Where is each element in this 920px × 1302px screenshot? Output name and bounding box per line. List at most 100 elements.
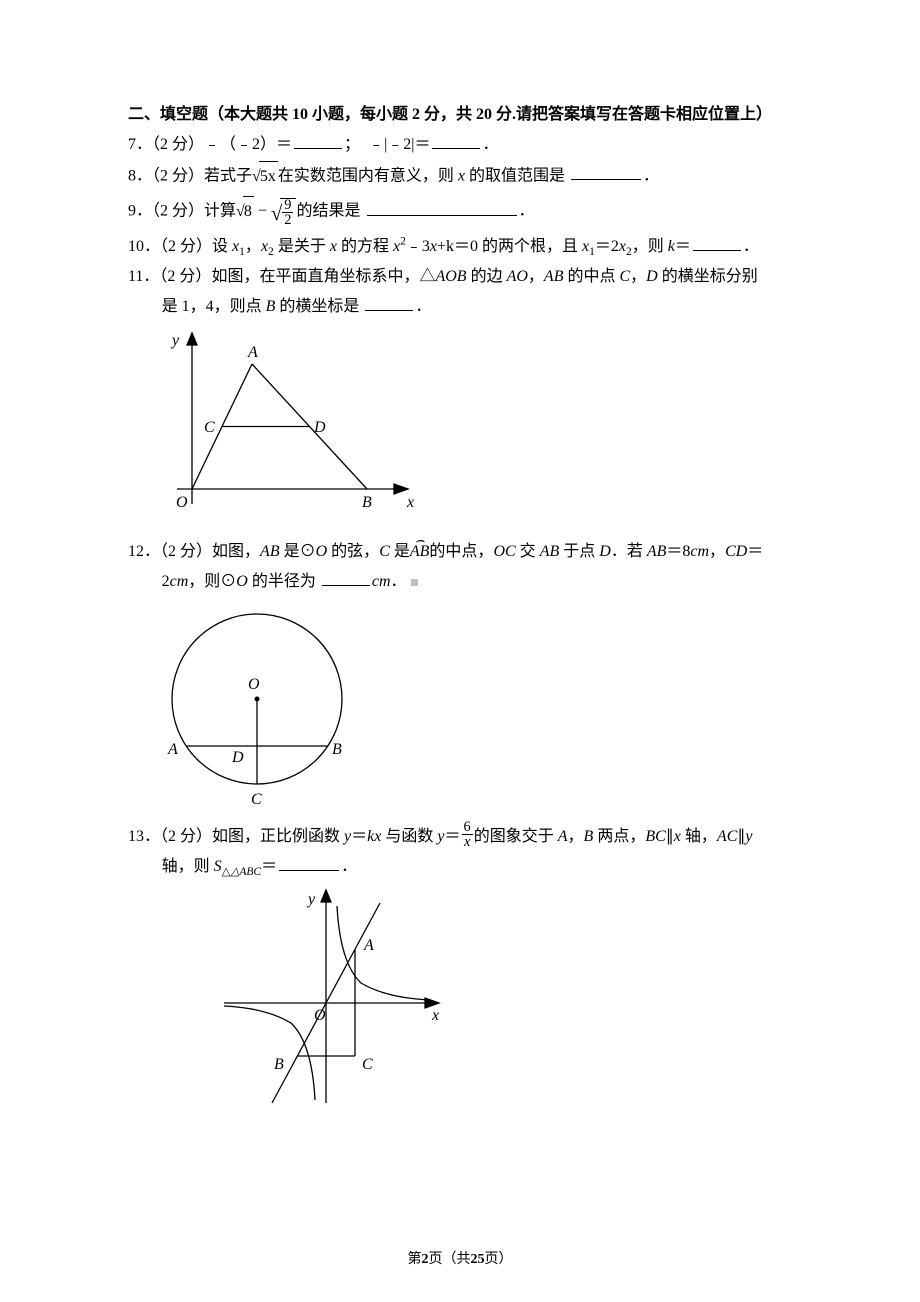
q8-mid: 在实数范围内有意义，则 xyxy=(278,167,458,184)
eq2: ＝ xyxy=(445,828,461,845)
ab: AB xyxy=(260,543,280,560)
q7: 7．（2 分）﹣（﹣2）＝； ﹣|﹣2|＝． xyxy=(128,130,800,160)
cd: CD xyxy=(725,543,747,560)
o: O xyxy=(316,543,328,560)
q8: 8．（2 分）若式子√5x在实数范围内有意义，则 x 的取值范围是 ． xyxy=(128,161,800,192)
denominator: x xyxy=(462,834,473,849)
label-C: C xyxy=(251,791,262,808)
q11-blank[interactable] xyxy=(365,293,413,312)
q9-blank[interactable] xyxy=(367,197,517,216)
minus: − xyxy=(254,203,271,220)
q-points: （2 分） xyxy=(159,268,211,285)
gray-square-marker xyxy=(411,579,418,586)
x: x xyxy=(330,238,337,255)
x: x xyxy=(393,238,400,255)
ac: AC xyxy=(717,828,737,845)
p: ． xyxy=(415,298,431,315)
q8-blank[interactable] xyxy=(571,162,641,181)
aob: AOB xyxy=(435,268,466,285)
q10-blank[interactable] xyxy=(693,232,741,251)
q12-figure: O A B D C xyxy=(162,604,800,814)
radicand: 8 xyxy=(243,196,254,227)
t: 第 xyxy=(408,1252,422,1267)
label-x: x xyxy=(406,494,414,511)
sqrt-8: √8 xyxy=(236,196,254,227)
t: 2 xyxy=(162,573,170,590)
sqrt-5x: √5x xyxy=(252,161,278,192)
label-D: D xyxy=(231,749,244,766)
p: ． xyxy=(391,573,407,590)
q7-a-pre: ﹣（﹣2）＝ xyxy=(204,136,292,153)
arc-ab: AB xyxy=(410,537,430,567)
t: 如图， xyxy=(212,543,260,560)
page-footer: 第2页（共25页） xyxy=(0,1247,920,1274)
par: ∥ xyxy=(666,828,674,845)
t: ．若 xyxy=(611,543,647,560)
q10: 10．（2 分）设 x1，x2 是关于 x 的方程 x2﹣3x+k＝0 的两个根… xyxy=(128,232,800,262)
label-C: C xyxy=(204,419,215,436)
label-x: x xyxy=(431,1007,439,1024)
t: 的半径为 xyxy=(248,573,320,590)
t: +k xyxy=(437,238,454,255)
label-C: C xyxy=(362,1056,373,1073)
ab3: AB xyxy=(647,543,667,560)
q-number: 7． xyxy=(128,136,152,153)
q11: 11．（2 分）如图，在平面直角坐标系中，△AOB 的边 AO，AB 的中点 C… xyxy=(128,262,800,292)
t: 交 xyxy=(516,543,540,560)
fig12-svg: O A B D C xyxy=(162,604,362,814)
t: 页） xyxy=(485,1252,513,1267)
q9: 9．（2 分）计算√8 − √92的结果是 ． xyxy=(128,192,800,232)
q13-figure: y x A O B C xyxy=(216,888,800,1113)
t: 的弦， xyxy=(327,543,379,560)
t: ＝0 的两个根，且 xyxy=(454,238,582,255)
t: ＝2 xyxy=(595,238,619,255)
q7-blank-a[interactable] xyxy=(294,131,342,150)
label-y: y xyxy=(306,891,316,908)
q7-sep: ； xyxy=(344,136,360,153)
c: ， xyxy=(630,268,646,285)
q7-blank-b[interactable] xyxy=(432,131,480,150)
label-B: B xyxy=(332,741,342,758)
t: 如图，正比例函数 xyxy=(212,828,344,845)
label-A: A xyxy=(363,937,374,954)
label-y: y xyxy=(170,332,180,349)
cm2: cm xyxy=(372,573,391,590)
numerator: 6 xyxy=(462,820,473,834)
cm: cm xyxy=(690,543,709,560)
t: 的横坐标是 xyxy=(275,298,363,315)
c: C xyxy=(379,543,390,560)
t: 与函数 xyxy=(381,828,437,845)
period: ． xyxy=(519,203,535,220)
exam-page: 二、填空题（本大题共 10 小题，每小题 2 分，共 20 分.请把答案填写在答… xyxy=(0,0,920,1302)
cm: cm xyxy=(170,573,189,590)
t: 如图，在平面直角坐标系中，△ xyxy=(211,268,435,285)
q13: 13．（2 分）如图，正比例函数 y＝kx 与函数 y＝6x的图象交于 A，B … xyxy=(128,822,800,852)
q-points: （2 分） xyxy=(160,543,212,560)
q-number: 9． xyxy=(128,203,152,220)
ab: AB xyxy=(544,268,564,285)
eq: ＝ xyxy=(747,543,763,560)
q-points: （2 分） xyxy=(152,203,204,220)
label-O: O xyxy=(314,1007,326,1024)
radicand: 5x xyxy=(260,168,276,185)
label-O: O xyxy=(176,494,188,511)
eq: ＝ xyxy=(351,828,367,845)
q12-blank[interactable] xyxy=(322,568,370,587)
y: y xyxy=(745,828,752,845)
d: D xyxy=(646,268,658,285)
q9-pre: 计算 xyxy=(204,203,236,220)
frac-6-x: 6x xyxy=(462,820,473,850)
c: ， xyxy=(568,828,584,845)
t: ﹣3 xyxy=(406,238,430,255)
c: ， xyxy=(709,543,725,560)
q12: 12．（2 分）如图，AB 是⊙O 的弦，C 是AB的中点，OC 交 AB 于点… xyxy=(128,537,800,567)
label-A: A xyxy=(167,741,178,758)
ab2: AB xyxy=(540,543,560,560)
o: O xyxy=(236,573,248,590)
c: C xyxy=(619,268,630,285)
q-number: 11． xyxy=(128,268,159,285)
k: k xyxy=(668,238,675,255)
q13-blank[interactable] xyxy=(279,852,339,871)
q8-tail: 的取值范围是 xyxy=(465,167,569,184)
t: ＝8 xyxy=(666,543,690,560)
